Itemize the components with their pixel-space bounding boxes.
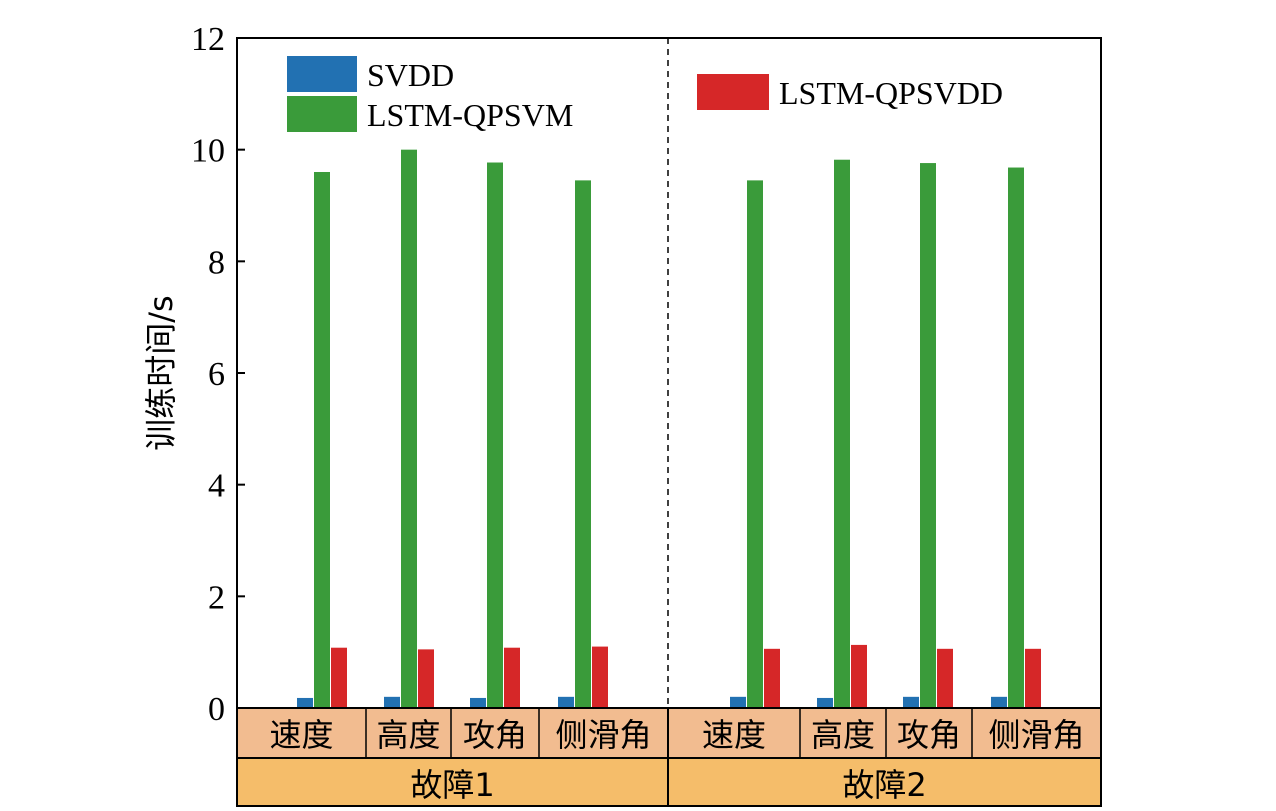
bar-lstm-qpsvdd-7 bbox=[1025, 648, 1041, 708]
bar-lstm-qpsvm-0 bbox=[314, 172, 330, 708]
bar-lstm-qpsvm-3 bbox=[575, 180, 591, 708]
category-label: 高度 bbox=[376, 716, 440, 754]
y-tick-label: 0 bbox=[208, 691, 225, 728]
group-label: 故障2 bbox=[842, 766, 926, 804]
bar-svdd-3 bbox=[558, 696, 574, 708]
bar-lstm-qpsvdd-3 bbox=[592, 646, 608, 708]
legend-swatch-lstm-qpsvm bbox=[287, 96, 357, 132]
bar-lstm-qpsvm-7 bbox=[1008, 167, 1024, 709]
bar-lstm-qpsvdd-1 bbox=[418, 649, 434, 708]
bar-svdd-1 bbox=[384, 696, 400, 708]
legend-label-svdd: SVDD bbox=[367, 57, 454, 93]
category-label: 侧滑角 bbox=[555, 716, 651, 754]
bar-lstm-qpsvdd-5 bbox=[851, 644, 867, 708]
bar-lstm-qpsvm-1 bbox=[401, 149, 417, 708]
category-label: 侧滑角 bbox=[988, 716, 1084, 754]
bar-svdd-2 bbox=[470, 697, 486, 708]
y-tick-label: 4 bbox=[208, 468, 225, 505]
bar-svdd-6 bbox=[903, 696, 919, 708]
category-label: 速度 bbox=[269, 716, 333, 754]
bar-svdd-5 bbox=[817, 697, 833, 708]
category-label: 攻角 bbox=[897, 716, 961, 754]
bar-lstm-qpsvm-4 bbox=[747, 180, 763, 708]
bar-lstm-qpsvdd-2 bbox=[504, 647, 520, 708]
category-label: 攻角 bbox=[463, 716, 527, 754]
bar-svdd-0 bbox=[297, 697, 313, 708]
bar-lstm-qpsvdd-6 bbox=[937, 648, 953, 708]
legend-swatch-lstm-qpsvdd bbox=[697, 74, 769, 110]
y-tick-label: 8 bbox=[208, 244, 225, 281]
y-tick-label: 2 bbox=[208, 579, 225, 616]
y-axis-label: 训练时间/s bbox=[142, 295, 180, 450]
legend-label-lstm-qpsvdd: LSTM-QPSVDD bbox=[779, 75, 1003, 111]
y-tick-label: 12 bbox=[191, 21, 225, 58]
bar-lstm-qpsvdd-4 bbox=[764, 648, 780, 708]
group-label: 故障1 bbox=[410, 766, 494, 804]
bar-lstm-qpsvm-5 bbox=[834, 159, 850, 708]
bar-svdd-7 bbox=[991, 696, 1007, 708]
category-label: 速度 bbox=[702, 716, 766, 754]
category-label: 高度 bbox=[811, 716, 875, 754]
plot-frame bbox=[236, 37, 1102, 709]
bar-lstm-qpsvdd-0 bbox=[331, 647, 347, 708]
legend-label-lstm-qpsvm: LSTM-QPSVM bbox=[367, 97, 573, 133]
y-tick-label: 6 bbox=[208, 356, 225, 393]
bar-lstm-qpsvm-2 bbox=[487, 162, 503, 709]
bar-lstm-qpsvm-6 bbox=[920, 163, 936, 709]
legend-swatch-svdd bbox=[287, 56, 357, 92]
bar-svdd-4 bbox=[730, 696, 746, 708]
y-tick-label: 10 bbox=[191, 133, 225, 170]
